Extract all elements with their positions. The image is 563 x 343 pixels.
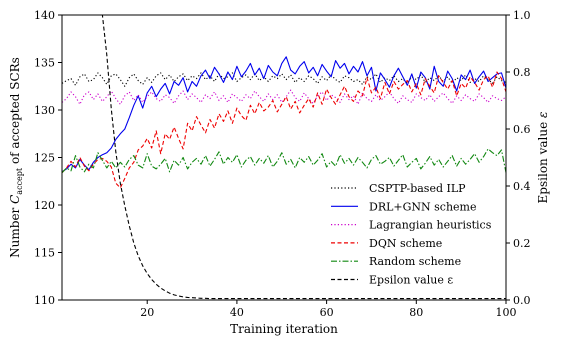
y-right-tick-label: 0.8 — [513, 66, 531, 79]
y-right-tick-label: 1.0 — [513, 9, 531, 22]
y-tick-label: 125 — [34, 152, 55, 165]
y-right-tick-label: 0.6 — [513, 123, 531, 136]
y-tick-label: 130 — [34, 104, 55, 117]
series-line-drl-gnn-scheme — [62, 56, 506, 173]
x-tick-label: 100 — [496, 306, 517, 319]
y-axis-title-post: of accepted SCRs — [8, 57, 22, 168]
y-tick-label: 135 — [34, 57, 55, 70]
legend-label-lagrangian-heuristics: Lagrangian heuristics — [369, 219, 492, 232]
series-line-epsilon-value — [62, 15, 506, 300]
legend: CSPTP-based ILP DRL+GNN scheme Lagrangian … — [331, 182, 492, 287]
y-axis-right-title-pre: Epsilon value — [536, 118, 550, 203]
y-tick-label: 115 — [34, 247, 55, 260]
series-layer — [62, 15, 506, 300]
legend-label-dqn-scheme: DQN scheme — [369, 237, 442, 250]
axes-layer: 20 40 60 80 100 110 115 120 125 130 135 140 0.0 0.2 0.… — [34, 9, 531, 319]
legend-label-epsilon-value: Epsilon value ε — [369, 274, 453, 287]
legend-label-drl-gnn-scheme: DRL+GNN scheme — [369, 200, 477, 213]
series-line-csptp-based-ilp — [62, 72, 506, 87]
y-tick-label: 110 — [34, 294, 55, 307]
y-right-tick-label: 0.4 — [513, 180, 531, 193]
series-line-dqn-scheme — [62, 71, 506, 189]
y-right-tick-label: 0.2 — [513, 237, 531, 250]
x-tick-label: 80 — [409, 306, 423, 319]
y-axis-title-pre: Number — [8, 204, 22, 258]
x-tick-label: 20 — [140, 306, 154, 319]
series-line-lagrangian-heuristics — [62, 89, 506, 105]
x-tick-label: 40 — [230, 306, 244, 319]
legend-label-random-scheme: Random scheme — [369, 255, 461, 268]
x-axis-title: Training iteration — [230, 322, 338, 336]
legend-label-csptp-based-ilp: CSPTP-based ILP — [369, 182, 466, 195]
y-axis-title-var: C — [8, 195, 22, 204]
y-axis-title-sub: accept — [15, 167, 24, 195]
y-axis-right-title-var: ε — [536, 112, 550, 118]
y-axis-title: Number Caccept of accepted SCRs — [8, 57, 24, 258]
y-axis-right-title: Epsilon value ε — [536, 112, 550, 204]
y-tick-label: 140 — [34, 9, 55, 22]
x-tick-label: 60 — [320, 306, 334, 319]
y-right-tick-label: 0.0 — [513, 294, 531, 307]
y-tick-label: 120 — [34, 199, 55, 212]
